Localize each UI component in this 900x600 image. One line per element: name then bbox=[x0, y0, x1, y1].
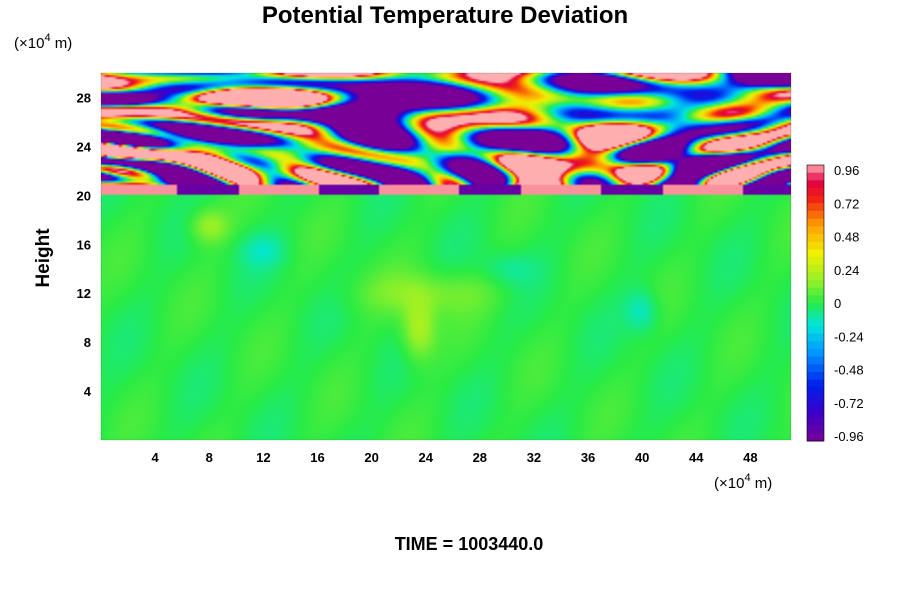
y-tick-label: 16 bbox=[77, 237, 91, 252]
y-tick-label: 24 bbox=[77, 139, 92, 154]
x-tick-label: 20 bbox=[364, 450, 378, 465]
colorbar-cell bbox=[807, 180, 824, 189]
colorbar-cell bbox=[807, 264, 824, 273]
colorbar-cell bbox=[807, 249, 824, 258]
y-tick-label: 4 bbox=[84, 384, 92, 399]
x-axis-ticks: 4 8 12 16 20 24 28 32 36 40 44 48 bbox=[152, 450, 758, 465]
y-tick-label: 20 bbox=[77, 188, 91, 203]
colorbar-tick-label: -0.96 bbox=[834, 429, 864, 444]
colorbar-cell bbox=[807, 310, 824, 319]
y-tick-label: 12 bbox=[77, 286, 91, 301]
colorbar-cell bbox=[807, 341, 824, 350]
colorbar-tick-label: 0.72 bbox=[834, 196, 859, 211]
colorbar-cell bbox=[807, 226, 824, 235]
y-unit-label: (×104 m) bbox=[14, 32, 72, 52]
colorbar-cell bbox=[807, 333, 824, 342]
colorbar-tick-label: 0.24 bbox=[834, 263, 859, 278]
colorbar-cell bbox=[807, 218, 824, 227]
potential-temperature-field bbox=[101, 73, 791, 440]
colorbar-cell bbox=[807, 295, 824, 304]
colorbar-cell bbox=[807, 349, 824, 358]
x-tick-label: 32 bbox=[527, 450, 541, 465]
colorbar-cell bbox=[807, 165, 824, 174]
colorbar-cell bbox=[807, 410, 824, 419]
colorbar-cell bbox=[807, 287, 824, 296]
x-tick-label: 44 bbox=[689, 450, 704, 465]
x-tick-label: 24 bbox=[418, 450, 433, 465]
colorbar-cell bbox=[807, 387, 824, 396]
x-tick-label: 28 bbox=[473, 450, 487, 465]
x-tick-label: 40 bbox=[635, 450, 649, 465]
colorbar-tick-labels: 0.96 0.72 0.48 0.24 0 -0.24 -0.48 -0.72 -0.96 bbox=[834, 163, 864, 444]
colorbar: 0.96 0.72 0.48 0.24 0 -0.24 -0.48 -0.72 -0.96 bbox=[806, 163, 864, 444]
colorbar-cell bbox=[807, 425, 824, 434]
colorbar-cell bbox=[807, 272, 824, 281]
x-tick-label: 16 bbox=[310, 450, 324, 465]
y-axis-ticks: 4 8 12 16 20 24 28 bbox=[77, 90, 92, 399]
y-tick-label: 8 bbox=[84, 335, 91, 350]
colorbar-cell bbox=[807, 241, 824, 250]
x-tick-label: 48 bbox=[743, 450, 757, 465]
colorbar-tick-label: 0.96 bbox=[834, 163, 859, 178]
colorbar-cell bbox=[807, 356, 824, 365]
time-readout: TIME = 1003440.0 bbox=[395, 534, 544, 554]
colorbar-cell bbox=[807, 379, 824, 388]
x-tick-label: 36 bbox=[581, 450, 595, 465]
colorbar-cell bbox=[807, 234, 824, 243]
colorbar-cell bbox=[807, 280, 824, 289]
colorbar-tick-label: 0.48 bbox=[834, 230, 859, 245]
colorbar-cell bbox=[807, 257, 824, 266]
y-tick-label: 28 bbox=[77, 90, 91, 105]
y-axis-label: Height bbox=[33, 228, 54, 288]
colorbar-cell bbox=[807, 364, 824, 373]
colorbar-cell bbox=[807, 395, 824, 404]
chart-title: Potential Temperature Deviation bbox=[262, 2, 628, 29]
x-tick-label: 4 bbox=[152, 450, 160, 465]
x-tick-label: 8 bbox=[206, 450, 213, 465]
x-unit-label: (×104 m) bbox=[714, 472, 772, 492]
colorbar-cell bbox=[807, 326, 824, 335]
colorbar-tick-label: -0.72 bbox=[834, 396, 864, 411]
colorbar-cell bbox=[807, 418, 824, 427]
colorbar-cell bbox=[807, 318, 824, 327]
colorbar-tick-label: -0.24 bbox=[834, 329, 864, 344]
colorbar-cell bbox=[807, 188, 824, 197]
colorbar-cell bbox=[807, 203, 824, 212]
x-tick-label: 12 bbox=[256, 450, 270, 465]
colorbar-cell bbox=[807, 172, 824, 181]
colorbar-tick-label: -0.48 bbox=[834, 363, 864, 378]
heatmap-plot-area bbox=[100, 72, 792, 441]
colorbar-cell bbox=[807, 195, 824, 204]
colorbar-cell bbox=[807, 303, 824, 312]
colorbar-cell bbox=[807, 372, 824, 381]
colorbar-cell bbox=[807, 433, 824, 442]
colorbar-tick-label: 0 bbox=[834, 296, 841, 311]
colorbar-cell bbox=[807, 402, 824, 411]
colorbar-cell bbox=[807, 211, 824, 220]
